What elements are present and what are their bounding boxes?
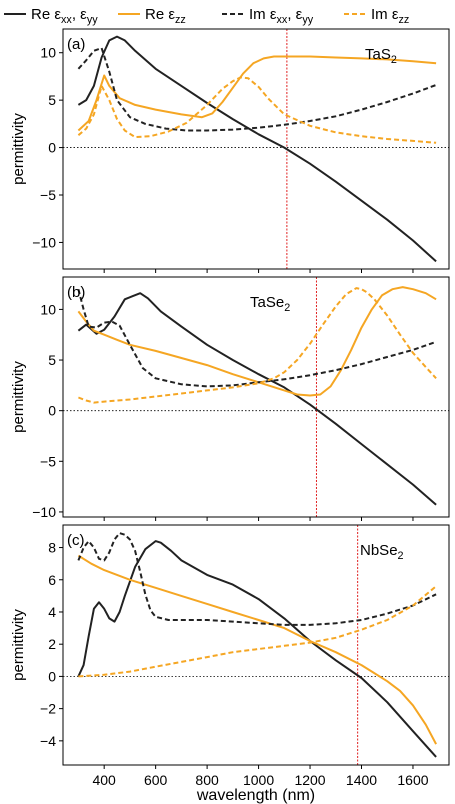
y-tick-label: 10	[40, 45, 56, 61]
x-tick-label: 800	[195, 772, 219, 788]
y-tick-label: 0	[48, 668, 56, 684]
y-tick-label: −2	[40, 701, 56, 717]
series-line	[78, 287, 437, 404]
x-tick-label: 1400	[346, 772, 377, 788]
material-label: TaS2	[365, 46, 397, 66]
material-label: NbSe2	[360, 542, 404, 562]
series-line	[77, 47, 437, 132]
y-tick-label: −10	[32, 504, 56, 520]
series-line	[77, 288, 437, 388]
legend-item: Re εzz	[118, 6, 186, 26]
series-line	[78, 585, 437, 678]
series-line	[77, 540, 437, 758]
series-line	[77, 286, 437, 397]
legend-label: Re εxx, εyy	[31, 6, 98, 26]
material-label: TaSe2	[250, 294, 290, 314]
x-tick-label: 600	[144, 772, 168, 788]
plot-frame	[62, 276, 450, 518]
y-axis-label: permittivity	[10, 361, 27, 433]
series-line	[77, 55, 437, 132]
x-tick-label: 1600	[397, 772, 428, 788]
y-tick-label: 5	[48, 352, 56, 368]
panel-label: (c)	[67, 532, 85, 549]
plot-frame	[62, 524, 450, 766]
y-tick-label: 0	[48, 140, 56, 156]
y-tick-label: 6	[48, 572, 56, 588]
y-tick-label: −4	[40, 733, 56, 749]
panel-label: (b)	[67, 284, 85, 301]
panel-label: (a)	[67, 36, 85, 53]
x-axis-label: wavelength (nm)	[196, 787, 315, 804]
series-line	[77, 76, 437, 144]
series-line	[77, 554, 437, 745]
plot-frame	[62, 28, 450, 270]
x-tick-label: 400	[92, 772, 116, 788]
y-tick-label: 4	[48, 604, 56, 620]
chart-panel-b: 10 5 0 −5 −10 permittivity (b) TaSe2	[10, 276, 450, 521]
legend-item: Re εxx, εyy	[4, 6, 98, 26]
legend-label: Im εzz	[371, 6, 409, 26]
x-tick-label: 1000	[243, 772, 274, 788]
y-tick-label: 2	[48, 636, 56, 652]
y-axis-label: permittivity	[10, 609, 27, 681]
y-tick-label: 0	[48, 403, 56, 419]
x-tick-label: 1200	[294, 772, 325, 788]
legend-item: Im εzz	[344, 6, 409, 26]
chart-panel-a: 10 5 0 −5 −10 permittivity (a) TaS2	[10, 28, 450, 273]
y-tick-label: −5	[40, 187, 56, 203]
series-line	[77, 35, 437, 263]
y-axis-label: permittivity	[10, 113, 27, 185]
legend-item: Im εxx, εyy	[222, 6, 314, 26]
series-line	[77, 292, 437, 506]
legend-label: Im εxx, εyy	[249, 6, 314, 26]
legend-label: Re εzz	[145, 6, 186, 26]
y-tick-label: 8	[48, 540, 56, 556]
y-tick-label: −5	[40, 453, 56, 469]
y-tick-label: −10	[32, 234, 56, 250]
chart-panel-c: 8 6 4 2 0 −2 −4 400 600 800 1000 1200 1400 1600 permit…	[10, 524, 450, 804]
y-tick-label: 10	[40, 301, 56, 317]
y-tick-label: 5	[48, 92, 56, 108]
